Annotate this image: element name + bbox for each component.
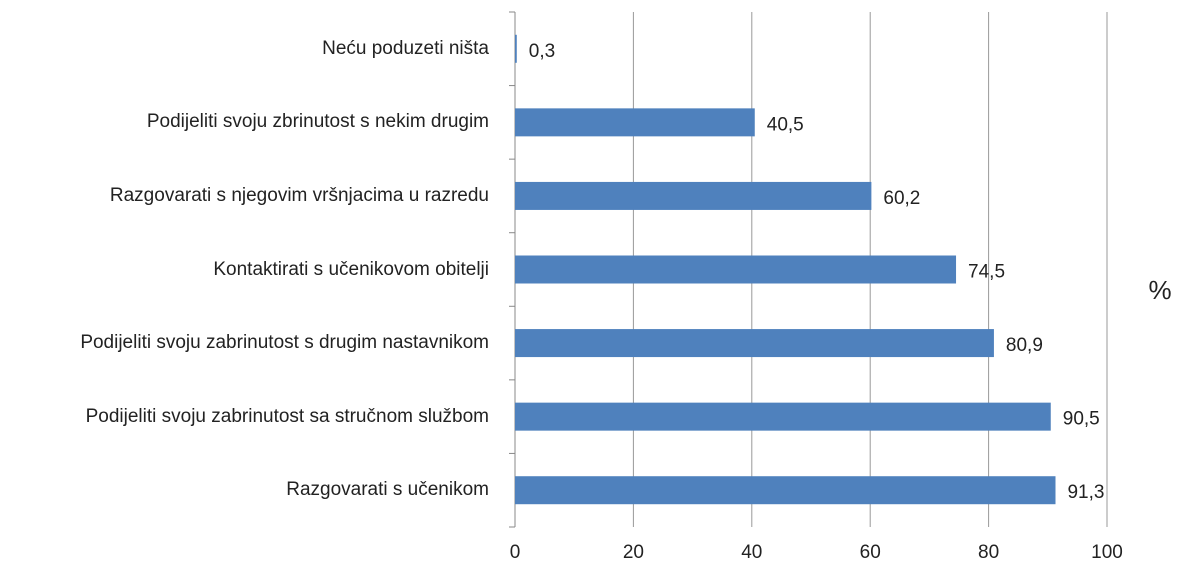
bar [515, 181, 872, 210]
x-tick-label: 80 [978, 542, 999, 563]
value-label: 40,5 [767, 114, 804, 135]
value-label: 91,3 [1067, 482, 1104, 503]
value-label: 90,5 [1063, 409, 1100, 430]
y-tick-label: Razgovarati s učenikom [286, 479, 489, 501]
value-label: 0,3 [529, 41, 555, 62]
bar [515, 402, 1051, 431]
x-tick-label: 40 [741, 542, 762, 563]
bar [515, 329, 994, 358]
value-label: 74,5 [968, 262, 1005, 283]
bar [515, 34, 517, 63]
y-tick-label: Neću poduzeti ništa [322, 37, 489, 59]
y-tick-label: Kontaktirati s učenikovom obitelji [213, 258, 489, 280]
y-tick-label: Podijeliti svoju zabrinutost s drugim na… [80, 332, 489, 354]
value-label: 80,9 [1006, 335, 1043, 356]
bar [515, 476, 1056, 505]
y-tick-label: Razgovarati s njegovim vršnjacima u razr… [109, 184, 489, 206]
bar [515, 108, 755, 137]
axis-label: % [1148, 275, 1171, 305]
x-tick-label: 0 [510, 542, 521, 563]
x-tick-label: 20 [623, 542, 644, 563]
y-tick-label: Podijeliti svoju zbrinutost s nekim drug… [146, 111, 489, 133]
y-tick-label: Podijeliti svoju zabrinutost sa stručnom… [85, 405, 489, 427]
bar [515, 255, 957, 284]
x-tick-label: 60 [860, 542, 881, 563]
value-label: 60,2 [883, 188, 920, 209]
x-tick-label: 100 [1091, 542, 1123, 563]
